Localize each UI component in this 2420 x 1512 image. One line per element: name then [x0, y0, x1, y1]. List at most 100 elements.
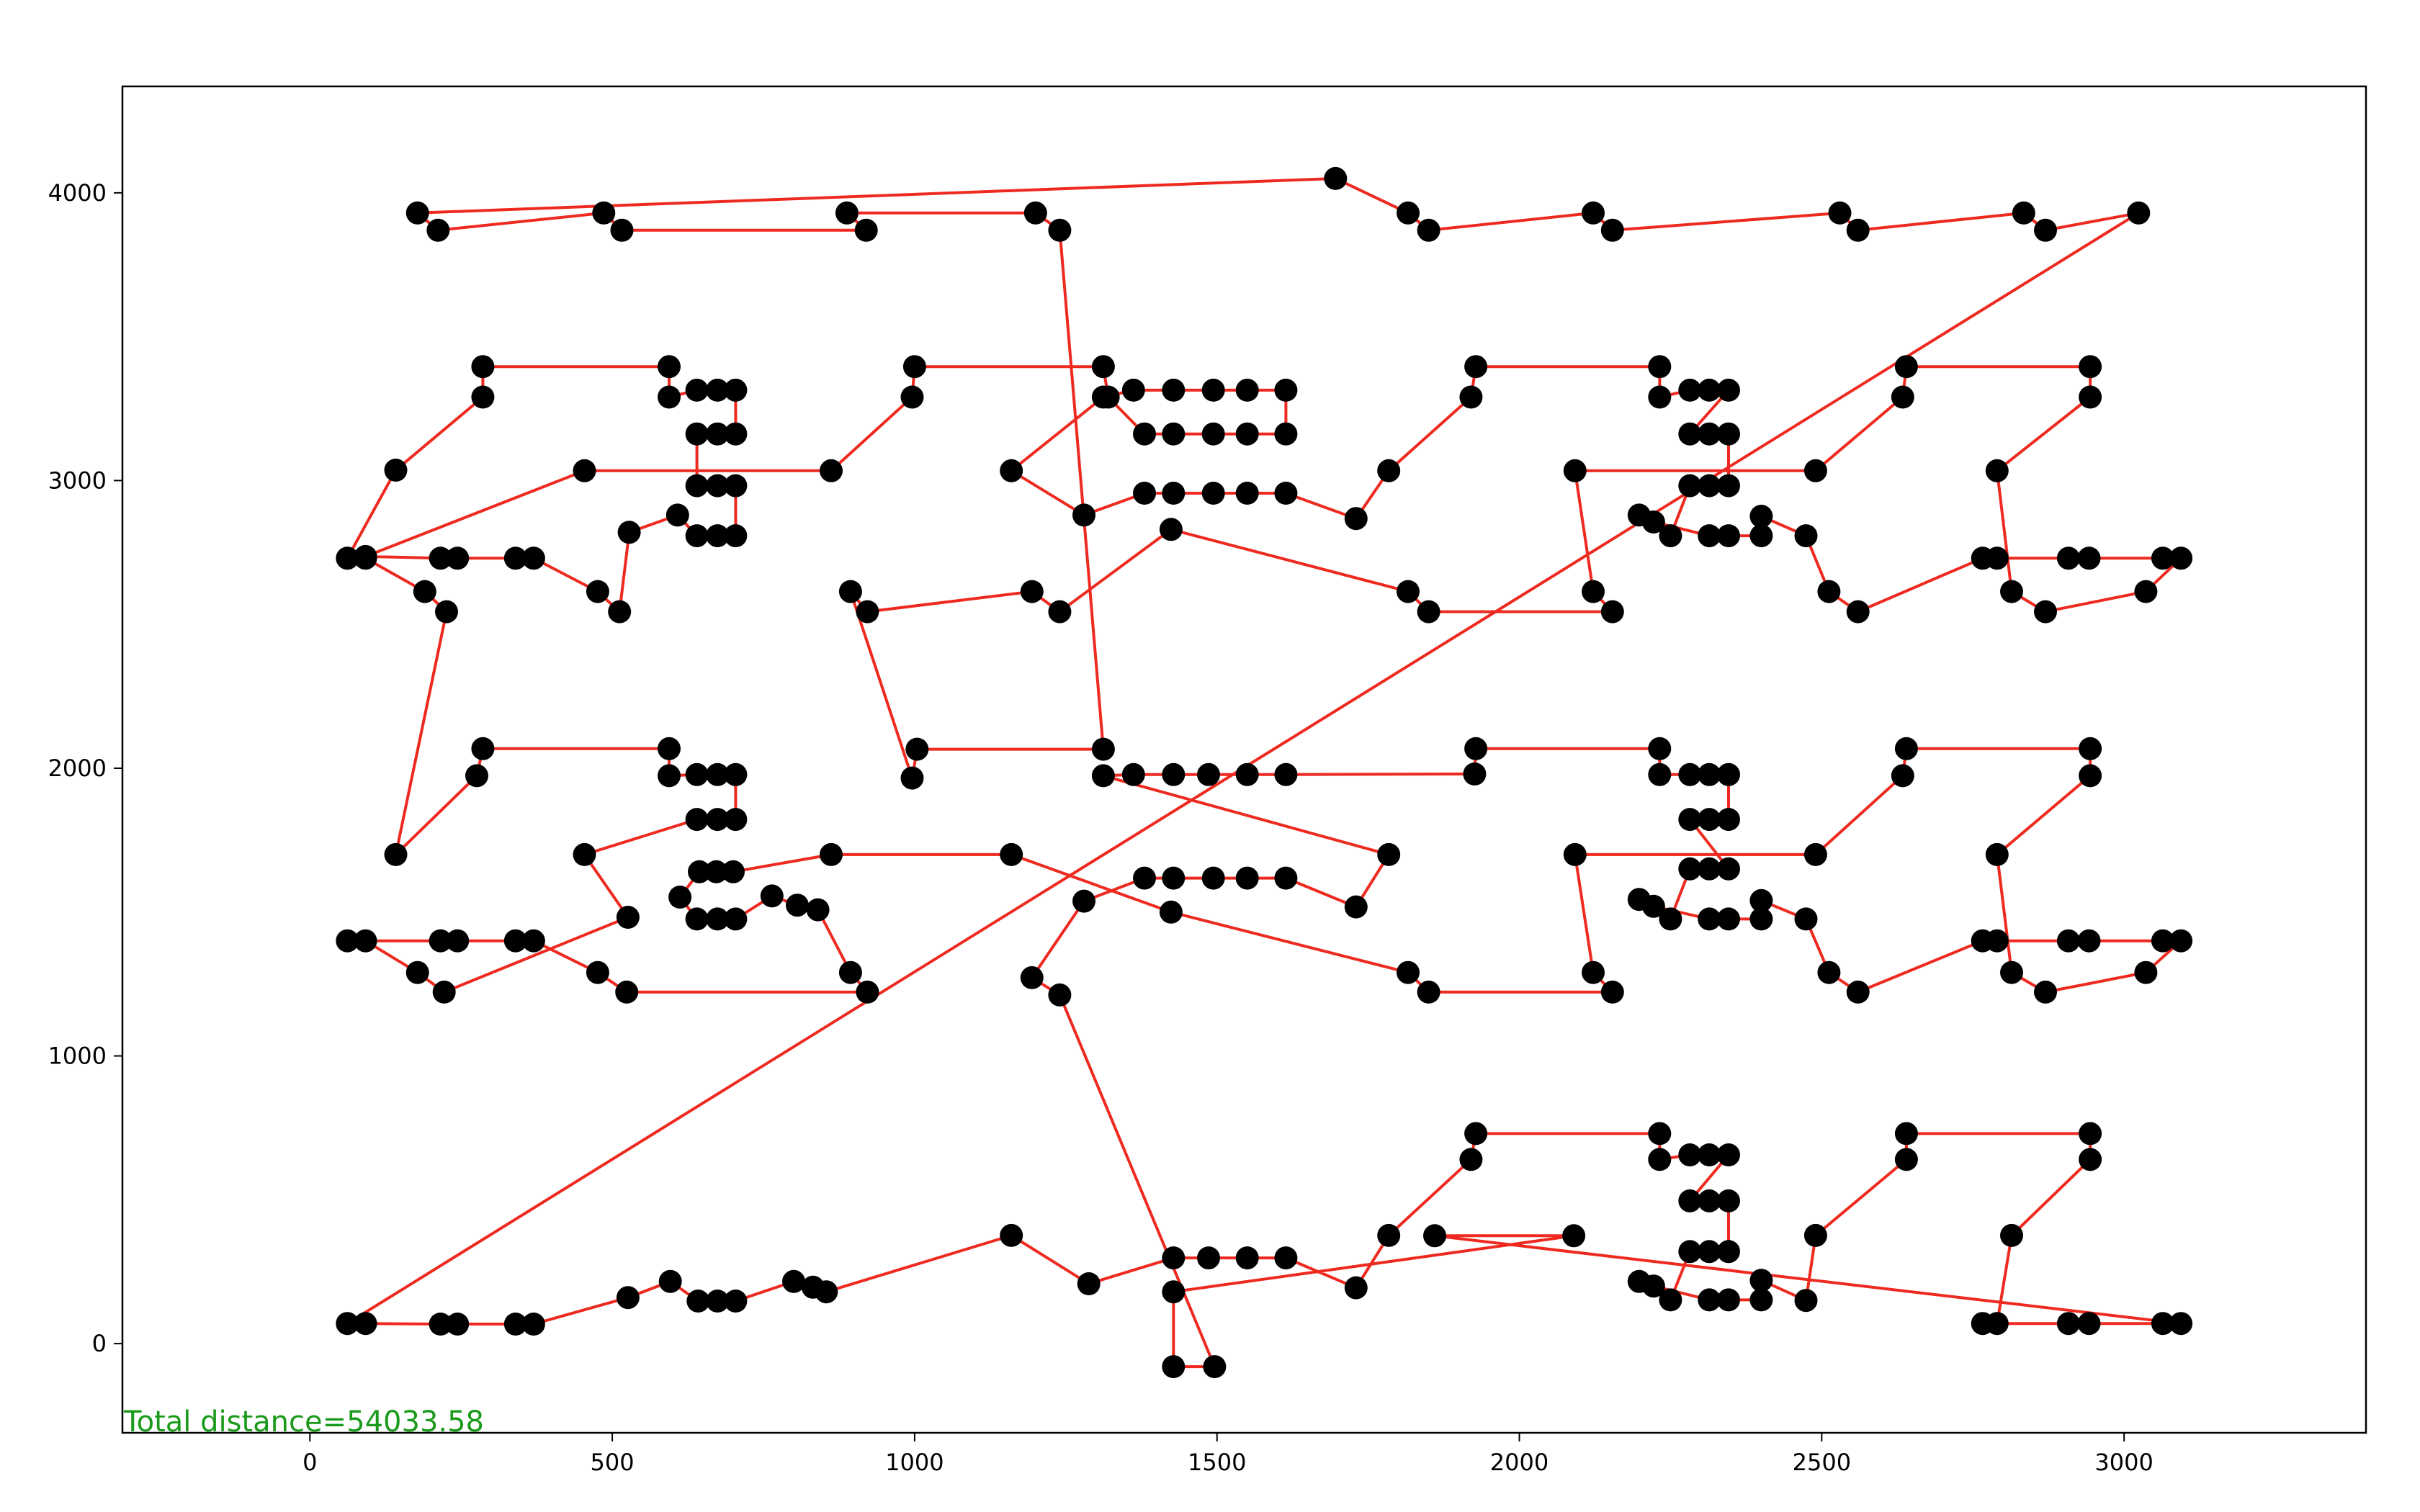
city-point — [1698, 857, 1721, 881]
city-point — [2079, 764, 2102, 788]
city-point — [1698, 1143, 1721, 1166]
plot-background — [122, 86, 2366, 1433]
city-point — [688, 860, 711, 883]
city-point — [2134, 580, 2158, 603]
y-axis: 0 1000 2000 3000 4000 — [48, 179, 122, 1357]
city-point — [1077, 1272, 1101, 1295]
city-point — [586, 960, 609, 984]
city-point — [1678, 422, 1702, 446]
city-point — [658, 764, 681, 788]
city-point — [1698, 474, 1721, 498]
city-point — [856, 600, 879, 624]
city-point — [1749, 1288, 1773, 1312]
city-point — [1678, 808, 1702, 832]
city-point — [1717, 1143, 1740, 1166]
city-point — [354, 929, 377, 953]
city-point — [1423, 1224, 1446, 1248]
city-point — [1235, 762, 1259, 786]
city-point — [1648, 355, 1672, 379]
city-point — [2079, 385, 2102, 409]
city-point — [1274, 762, 1298, 786]
city-point — [900, 385, 924, 409]
city-point — [471, 355, 495, 379]
city-point — [1562, 1224, 1586, 1248]
city-point — [2151, 546, 2174, 570]
city-point — [1659, 1288, 1682, 1312]
x-tick-label: 500 — [591, 1449, 635, 1476]
city-point — [706, 524, 730, 548]
city-point — [1698, 524, 1721, 548]
total-distance-annotation: Total distance=54033.58 — [123, 1405, 484, 1439]
city-point — [820, 842, 843, 866]
city-point — [413, 580, 436, 603]
city-point — [724, 474, 748, 498]
city-point — [1091, 385, 1115, 409]
city-point — [521, 1313, 545, 1336]
city-point — [724, 524, 748, 548]
city-point — [1091, 355, 1115, 379]
city-point — [2034, 218, 2057, 242]
city-point — [336, 546, 359, 570]
city-point — [1641, 510, 1665, 534]
city-point — [1648, 1122, 1672, 1146]
city-point — [1698, 762, 1721, 786]
city-point — [616, 906, 640, 929]
city-point — [706, 474, 730, 498]
city-point — [815, 1280, 838, 1304]
city-point — [1162, 378, 1186, 402]
city-point — [1159, 900, 1183, 924]
city-point — [2000, 580, 2023, 603]
y-tick-label: 3000 — [48, 467, 107, 494]
city-point — [592, 201, 616, 225]
city-point — [658, 1269, 682, 1293]
city-point — [384, 459, 408, 482]
city-point — [1678, 378, 1702, 402]
city-point — [1794, 907, 1818, 931]
city-point — [786, 894, 809, 917]
city-point — [1121, 378, 1145, 402]
city-point — [1846, 980, 1870, 1004]
city-point — [336, 1312, 359, 1336]
city-point — [685, 907, 709, 931]
city-point — [615, 980, 639, 1004]
city-point — [1274, 422, 1298, 446]
city-point — [573, 459, 596, 482]
city-point — [706, 808, 730, 832]
city-point — [2127, 201, 2151, 225]
city-point — [1274, 1246, 1298, 1270]
city-point — [1162, 1355, 1186, 1379]
city-point — [1698, 378, 1721, 402]
city-point — [1235, 482, 1259, 505]
city-point — [724, 907, 748, 931]
city-point — [1846, 218, 1870, 242]
city-point — [1659, 524, 1682, 548]
y-tick-label: 1000 — [48, 1043, 107, 1070]
city-point — [706, 422, 730, 446]
city-point — [2056, 1312, 2080, 1336]
city-point — [900, 766, 924, 790]
city-point — [1698, 1189, 1721, 1212]
city-point — [724, 808, 748, 832]
city-point — [2034, 980, 2057, 1004]
city-point — [706, 762, 730, 786]
city-point — [1397, 960, 1420, 984]
city-point — [354, 544, 377, 568]
city-point — [1648, 1148, 1672, 1171]
city-point — [1133, 422, 1156, 446]
city-point — [724, 1290, 748, 1313]
city-point — [1717, 762, 1740, 786]
city-point — [1201, 378, 1225, 402]
city-point — [1235, 378, 1259, 402]
x-tick-label: 2500 — [1793, 1449, 1851, 1476]
city-point — [2000, 960, 2023, 984]
city-point — [1563, 459, 1587, 482]
city-point — [1894, 1148, 1918, 1171]
city-point — [446, 1313, 470, 1336]
city-point — [1803, 1223, 1827, 1247]
city-point — [686, 1290, 710, 1313]
city-point — [1162, 762, 1186, 786]
city-point — [1817, 960, 1841, 984]
city-point — [1600, 600, 1624, 624]
city-point — [1891, 764, 1914, 788]
city-point — [1344, 1276, 1368, 1300]
